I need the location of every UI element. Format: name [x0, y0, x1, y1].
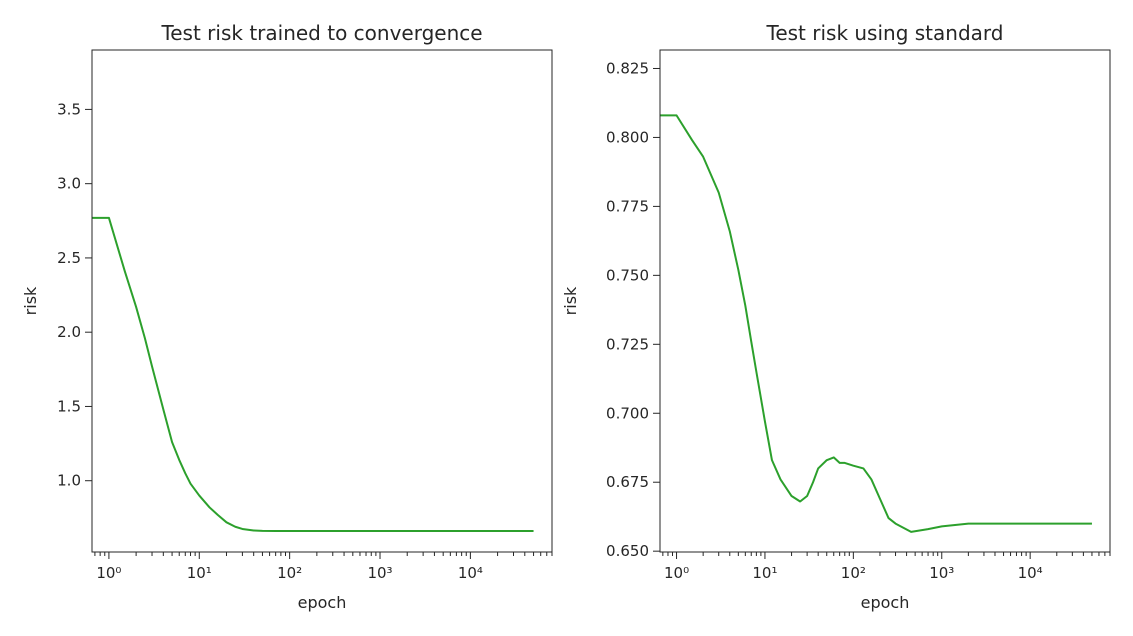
chart-left-x-tick-label: 10³	[367, 564, 392, 582]
chart-right-x-tick-label: 10³	[929, 564, 954, 582]
chart-right-y-tick-label: 0.675	[606, 473, 649, 491]
chart-left: Test risk trained to convergence epoch r…	[21, 21, 553, 612]
chart-right-y-tick-label: 0.650	[606, 542, 649, 560]
chart-right-y-tick-label: 0.725	[606, 335, 649, 353]
chart-left-y-tick-label: 2.5	[57, 249, 81, 267]
chart-left-axes-frame	[91, 49, 553, 553]
chart-right-y-tick-label: 0.825	[606, 59, 649, 77]
chart-right-axes-frame	[659, 49, 1111, 553]
chart-right-y-tick-label: 0.800	[606, 128, 649, 146]
chart-right-series-line	[660, 114, 1092, 533]
chart-left-y-tick-label: 1.0	[57, 472, 81, 490]
chart-left-x-tick-label: 10⁰	[96, 564, 121, 582]
chart-right-title: Test risk using standard	[766, 21, 1004, 45]
chart-right-y-tick-label: 0.750	[606, 266, 649, 284]
chart-left-y-tick-label: 2.0	[57, 323, 81, 341]
chart-right-x-tick-label: 10²	[841, 564, 866, 582]
chart-left-ylabel: risk	[21, 286, 40, 315]
chart-left-x-tick-label: 10¹	[187, 564, 212, 582]
chart-right-y-tick-label: 0.700	[606, 404, 649, 422]
chart-left-x-tick-label: 10²	[277, 564, 302, 582]
chart-right-xlabel: epoch	[861, 593, 910, 612]
chart-left-y-tick-label: 3.5	[57, 100, 81, 118]
chart-left-xlabel: epoch	[298, 593, 347, 612]
chart-right-y-tick-label: 0.775	[606, 197, 649, 215]
chart-right-x-tick-label: 10¹	[752, 564, 777, 582]
chart-left-series-line	[92, 216, 534, 533]
chart-left-x-tick-label: 10⁴	[458, 564, 483, 582]
chart-left-y-tick-label: 1.5	[57, 397, 81, 415]
chart-right-x-tick-label: 10⁴	[1018, 564, 1043, 582]
chart-right-x-tick-label: 10⁰	[664, 564, 689, 582]
chart-right: Test risk using standard epoch risk 10⁰ 1…	[561, 21, 1111, 612]
chart-right-ylabel: risk	[561, 286, 580, 315]
chart-left-y-tick-label: 3.0	[57, 175, 81, 193]
chart-left-title: Test risk trained to convergence	[160, 21, 482, 45]
